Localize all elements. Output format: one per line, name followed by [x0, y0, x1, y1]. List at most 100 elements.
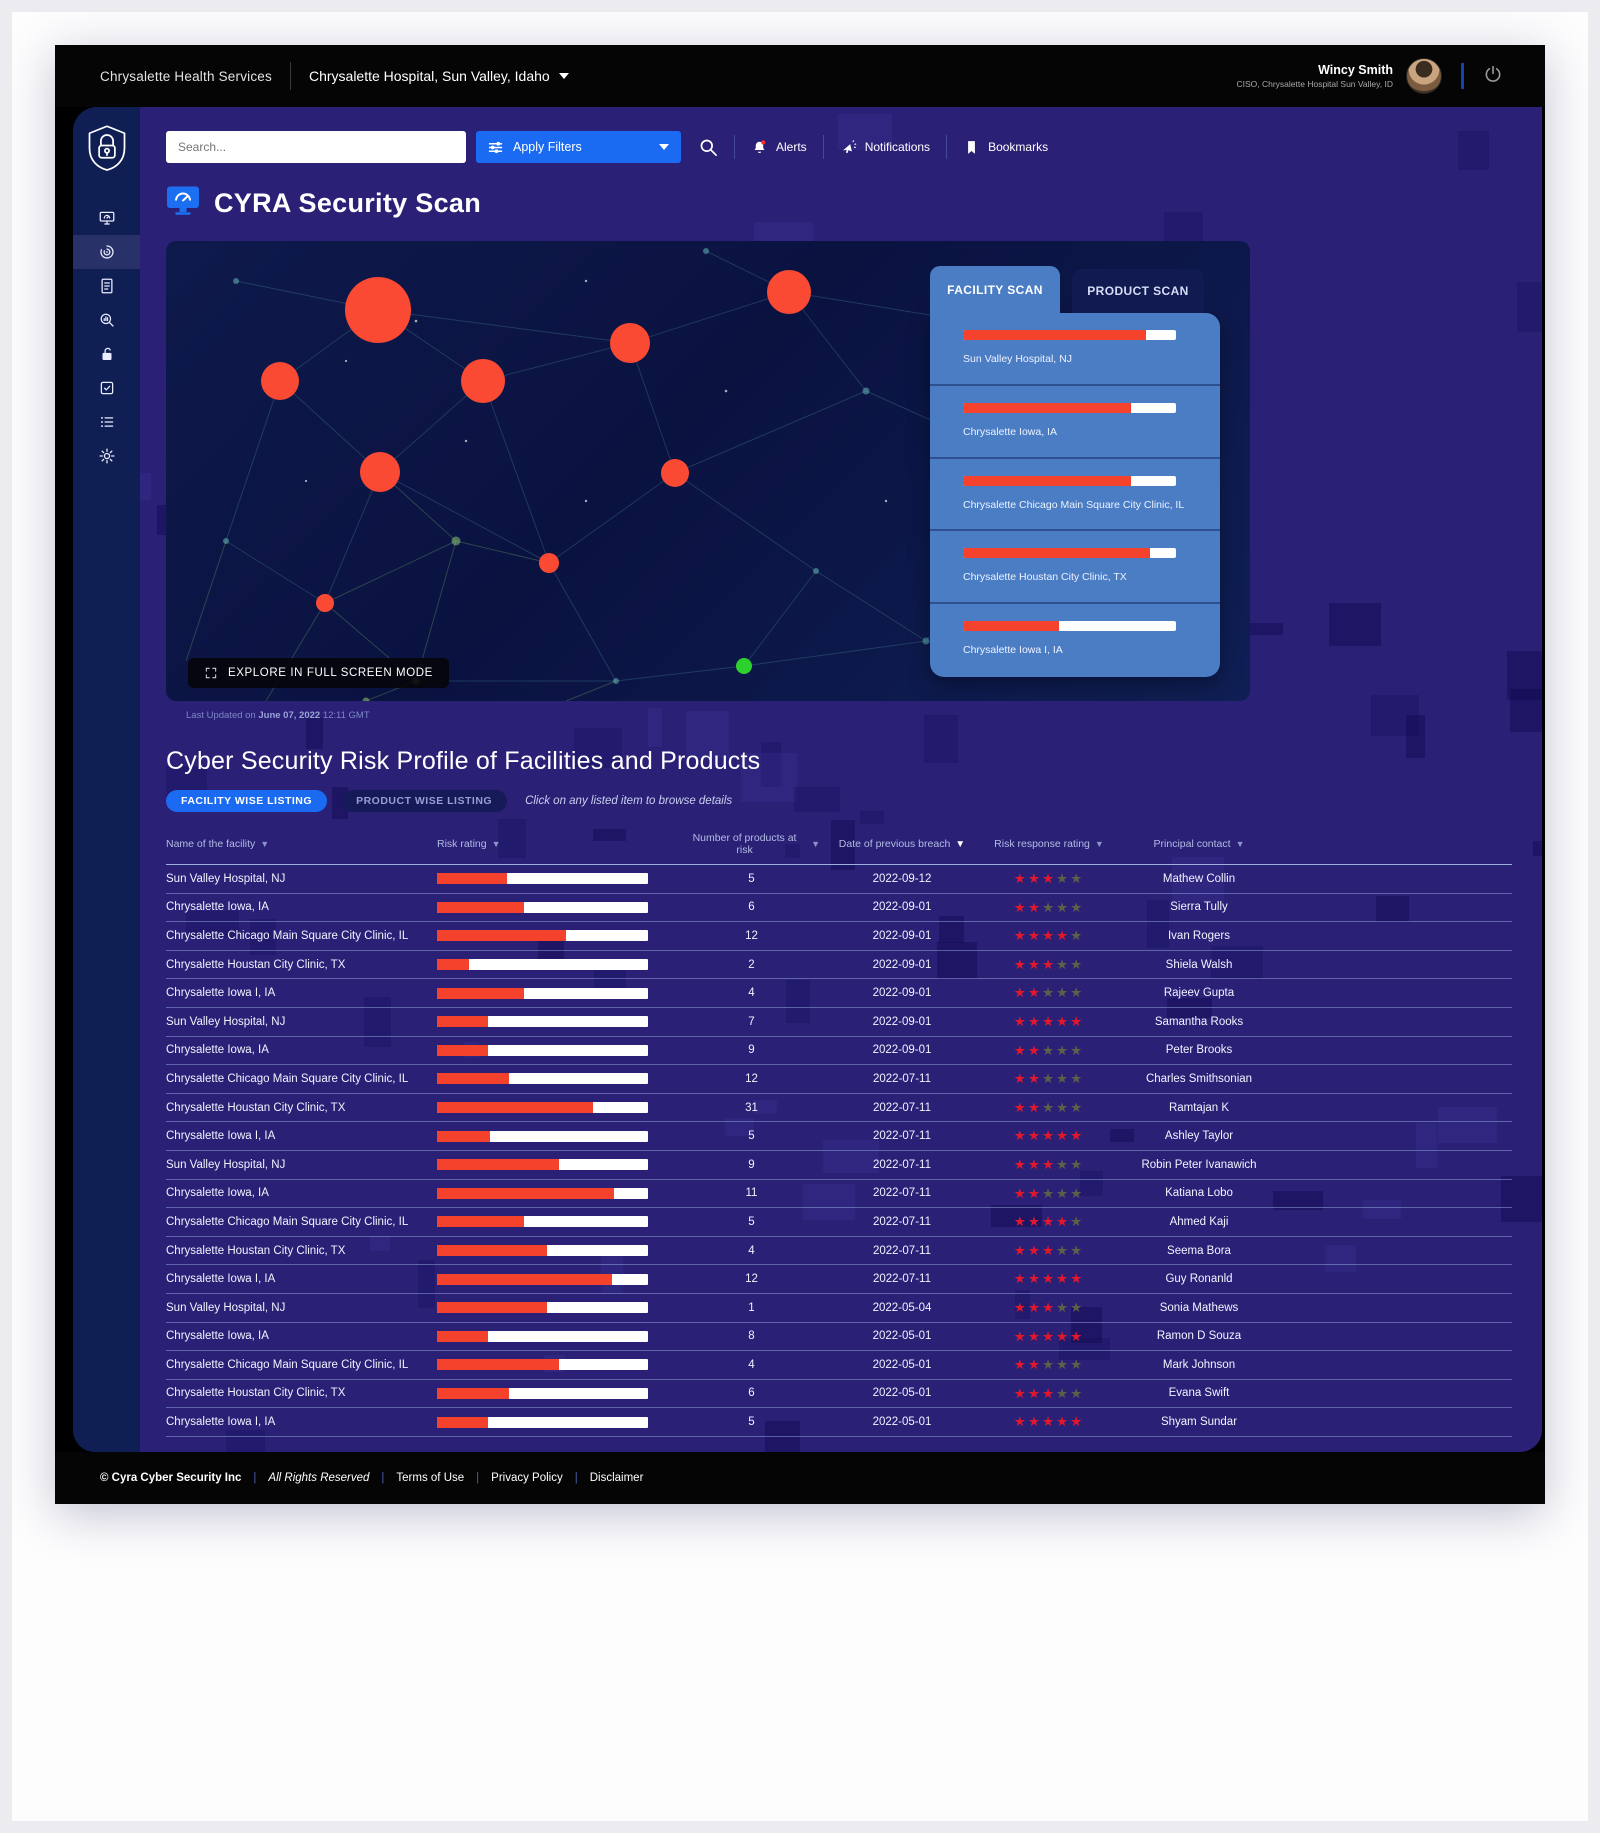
- table-row[interactable]: Sun Valley Hospital, NJ 1 2022-05-04 ★★★★★ S…: [166, 1294, 1512, 1323]
- sidebar-item-search-analytics[interactable]: [73, 303, 140, 337]
- principal-contact-cell: Ahmed Kaji: [1169, 1215, 1229, 1228]
- table-row[interactable]: Chrysalette Iowa I, IA 5 2022-07-11 ★★★★★ As…: [166, 1122, 1512, 1151]
- scan-panel-row[interactable]: Chrysalette Iowa I, IA: [930, 604, 1220, 677]
- table-row[interactable]: Chrysalette Iowa I, IA 5 2022-05-01 ★★★★★ Sh…: [166, 1408, 1512, 1437]
- apply-filters-label: Apply Filters: [513, 140, 582, 154]
- table-row[interactable]: Sun Valley Hospital, NJ 7 2022-09-01 ★★★★★ S…: [166, 1008, 1512, 1037]
- table-row[interactable]: Chrysalette Chicago Main Square City Cli…: [166, 1065, 1512, 1094]
- listing-hint: Click on any listed item to browse detai…: [525, 795, 733, 807]
- table-row[interactable]: Chrysalette Iowa I, IA 4 2022-09-01 ★★★★★ Ra…: [166, 979, 1512, 1008]
- principal-contact-cell: Guy Ronanld: [1165, 1273, 1233, 1286]
- facility-name-cell: Chrysalette Iowa I, IA: [166, 987, 276, 1000]
- table-row[interactable]: Chrysalette Iowa I, IA 12 2022-07-11 ★★★★★ G…: [166, 1265, 1512, 1294]
- column-header-6[interactable]: Principal contact ▼: [1114, 838, 1284, 850]
- table-row[interactable]: Chrysalette Iowa, IA 8 2022-05-01 ★★★★★ Ramo…: [166, 1323, 1512, 1352]
- tab-facility-wise-listing[interactable]: FACILITY WISE LISTING: [166, 790, 328, 812]
- column-header-3[interactable]: Number of products at risk ▼: [683, 832, 820, 856]
- tab-product-wise-listing[interactable]: PRODUCT WISE LISTING: [341, 790, 508, 812]
- facility-name-cell: Chrysalette Houstan City Clinic, TX: [166, 958, 346, 971]
- risk-bar-fill: [437, 930, 566, 942]
- risk-bar-fill: [437, 1273, 613, 1285]
- risk-response-rating-cell: ★★★★★: [984, 1043, 1114, 1058]
- risk-rating-cell: [437, 987, 683, 999]
- map-node-threat[interactable]: [539, 553, 559, 573]
- column-header-1[interactable]: Name of the facility ▼: [166, 838, 437, 850]
- list-menu-icon: [100, 417, 113, 427]
- threat-network-map: EXPLORE IN FULL SCREEN MODE FACILITY SCA…: [166, 241, 1250, 701]
- map-node-threat[interactable]: [360, 452, 400, 492]
- scan-panel-row[interactable]: Chrysalette Houstan City Clinic, TX: [930, 531, 1220, 605]
- facility-location-dropdown[interactable]: Chrysalette Hospital, Sun Valley, Idaho: [309, 68, 569, 84]
- notifications-button[interactable]: Notifications: [840, 139, 930, 156]
- column-label: Name of the facility: [166, 838, 256, 850]
- dashboard-monitor-icon: [99, 211, 114, 225]
- table-row[interactable]: Chrysalette Houstan City Clinic, TX 31 202…: [166, 1094, 1512, 1123]
- products-at-risk-cell: 5: [748, 1215, 755, 1228]
- bell-alert-icon: [754, 139, 766, 153]
- bookmarks-button[interactable]: Bookmarks: [963, 139, 1048, 156]
- terms-of-use-link[interactable]: Terms of Use: [396, 1472, 465, 1484]
- sidebar-item-security-lock[interactable]: [73, 337, 140, 371]
- table-row[interactable]: Chrysalette Chicago Main Square City Cli…: [166, 1208, 1512, 1237]
- column-header-2[interactable]: Risk rating ▼: [437, 838, 683, 850]
- risk-bar-track: [437, 1044, 648, 1056]
- table-row[interactable]: Chrysalette Houstan City Clinic, TX 4 2022…: [166, 1237, 1512, 1266]
- sidebar-item-settings-gear[interactable]: [73, 439, 140, 473]
- explore-fullscreen-button[interactable]: EXPLORE IN FULL SCREEN MODE: [188, 658, 449, 688]
- scan-progress-track: [963, 621, 1176, 632]
- star-rating: ★★★★★: [1013, 1299, 1085, 1315]
- sidebar-item-task-checklist[interactable]: [73, 371, 140, 405]
- tab-facility-scan[interactable]: FACILITY SCAN: [930, 266, 1060, 313]
- map-node-safe[interactable]: [736, 658, 752, 674]
- map-node-threat[interactable]: [661, 459, 689, 487]
- table-row[interactable]: Sun Valley Hospital, NJ 5 2022-09-12 ★★★★★ M…: [166, 865, 1512, 894]
- products-at-risk-cell: 12: [745, 929, 758, 942]
- topbar-divider: [289, 62, 291, 90]
- map-node-threat[interactable]: [461, 359, 505, 403]
- scan-panel-row[interactable]: Sun Valley Hospital, NJ: [930, 313, 1220, 386]
- table-row[interactable]: Chrysalette Iowa, IA 6 2022-09-01 ★★★★★ Sier…: [166, 894, 1512, 923]
- search-input[interactable]: [178, 140, 454, 154]
- facility-name-cell: Chrysalette Houstan City Clinic, TX: [166, 1387, 346, 1400]
- tab-product-scan[interactable]: PRODUCT SCAN: [1072, 269, 1204, 313]
- map-node-threat[interactable]: [345, 277, 411, 343]
- risk-response-rating-cell: ★★★★★: [984, 1072, 1114, 1086]
- table-row[interactable]: Chrysalette Chicago Main Square City Cli…: [166, 922, 1512, 951]
- table-row[interactable]: Chrysalette Houstan City Clinic, TX 6 2022…: [166, 1380, 1512, 1409]
- risk-bar-fill: [437, 1245, 547, 1257]
- table-row[interactable]: Chrysalette Houstan City Clinic, TX 2 2022…: [166, 951, 1512, 980]
- scan-panel-row[interactable]: Chrysalette Chicago Main Square City Cli…: [930, 459, 1220, 532]
- star-rating: ★★★★★: [1013, 956, 1085, 972]
- risk-bar-fill: [437, 1187, 615, 1199]
- sidebar-item-radar-scan[interactable]: [73, 235, 140, 269]
- table-row[interactable]: Sun Valley Hospital, NJ 9 2022-07-11 ★★★★★ R…: [166, 1151, 1512, 1180]
- cyra-shield-lock-logo[interactable]: [86, 123, 128, 175]
- column-header-4[interactable]: Date of previous breach ▼: [820, 838, 984, 850]
- avatar[interactable]: [1406, 58, 1442, 94]
- alerts-button[interactable]: Alerts: [751, 139, 807, 156]
- sidebar-item-document-report[interactable]: [73, 269, 140, 303]
- search-submit-button[interactable]: [699, 138, 718, 157]
- column-header-5[interactable]: Risk response rating ▼: [984, 838, 1114, 850]
- table-row[interactable]: Chrysalette Iowa, IA 11 2022-07-11 ★★★★★ Kat…: [166, 1180, 1512, 1209]
- products-at-risk-cell: 12: [745, 1072, 758, 1085]
- apply-filters-button[interactable]: Apply Filters: [476, 131, 681, 163]
- risk-bar-fill: [437, 1016, 488, 1028]
- disclaimer-link[interactable]: Disclaimer: [589, 1472, 644, 1484]
- map-node-threat[interactable]: [261, 362, 299, 400]
- table-row[interactable]: Chrysalette Iowa, IA 9 2022-09-01 ★★★★★ Pete…: [166, 1037, 1512, 1066]
- map-node-threat[interactable]: [610, 323, 650, 363]
- principal-contact-cell: Shyam Sundar: [1160, 1416, 1238, 1429]
- privacy-policy-link[interactable]: Privacy Policy: [491, 1472, 563, 1484]
- scan-panel-row[interactable]: Chrysalette Iowa, IA: [930, 386, 1220, 459]
- risk-bar-fill: [437, 873, 507, 885]
- map-node-threat[interactable]: [316, 594, 334, 612]
- products-at-risk-cell: 9: [748, 1158, 755, 1171]
- risk-rating-cell: [437, 1187, 683, 1199]
- sidebar-item-dashboard-monitor[interactable]: [73, 201, 140, 235]
- table-row[interactable]: Chrysalette Chicago Main Square City Cli…: [166, 1351, 1512, 1380]
- map-node-threat[interactable]: [767, 270, 811, 314]
- sidebar-item-list-menu[interactable]: [73, 405, 140, 439]
- power-button[interactable]: [1483, 64, 1503, 89]
- products-at-risk-cell: 4: [748, 1244, 755, 1257]
